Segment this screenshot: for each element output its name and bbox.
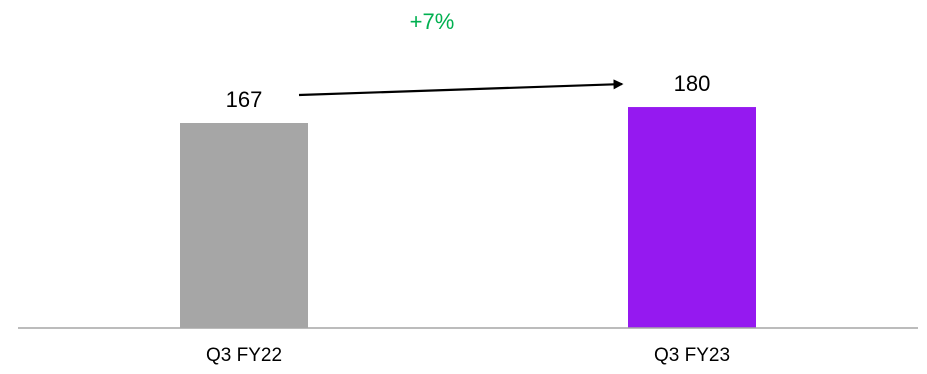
value-label-0: 167 <box>226 87 263 112</box>
bar-0 <box>180 123 308 328</box>
bar-1 <box>628 107 756 328</box>
growth-arrow <box>298 79 624 97</box>
category-label-1: Q3 FY23 <box>654 345 730 366</box>
growth-annotation-label: +7% <box>410 9 455 34</box>
value-label-1: 180 <box>674 71 711 96</box>
category-label-0: Q3 FY22 <box>206 345 282 366</box>
